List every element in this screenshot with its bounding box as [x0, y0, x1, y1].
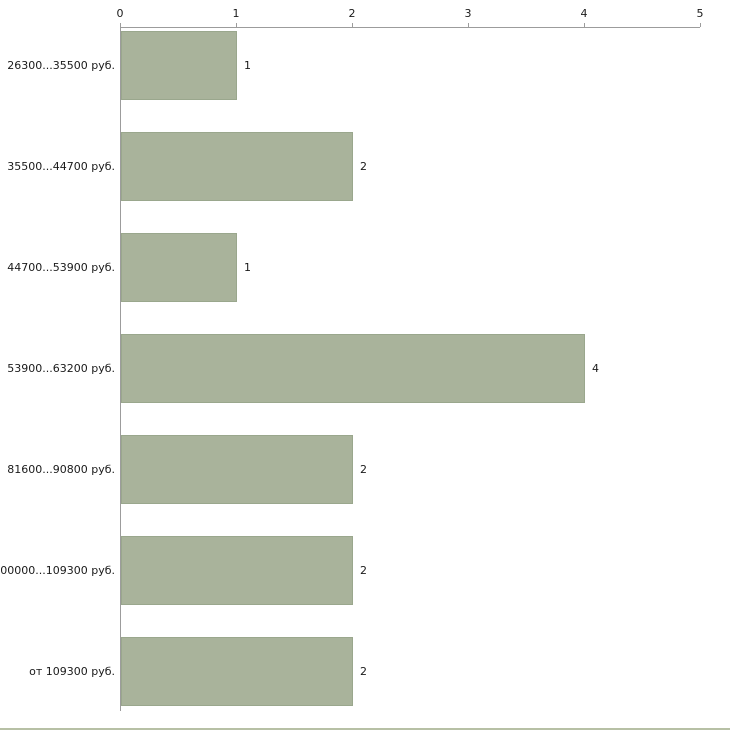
x-tick-mark: [468, 23, 469, 27]
x-axis: 0 1 2 3 4 5: [116, 0, 704, 27]
bar-track: 2: [120, 431, 700, 532]
value-label: 2: [360, 160, 367, 173]
value-label: 4: [592, 362, 599, 375]
x-tick-mark: [120, 23, 121, 27]
category-label: 26300...35500 руб.: [7, 59, 115, 72]
category-label: 81600...90800 руб.: [7, 463, 115, 476]
category-label: 44700...53900 руб.: [7, 261, 115, 274]
bar[interactable]: [121, 334, 585, 403]
x-tick-label: 4: [580, 7, 588, 20]
category-label: 35500...44700 руб.: [7, 160, 115, 173]
x-tick-mark: [584, 23, 585, 27]
bar-row: 44700...53900 руб. 1: [0, 229, 730, 330]
bar-track: 2: [120, 633, 700, 734]
x-tick-mark: [352, 23, 353, 27]
bar[interactable]: [121, 233, 237, 302]
bar-track: 2: [120, 532, 700, 633]
bar-row: 26300...35500 руб. 1: [0, 27, 730, 128]
bar[interactable]: [121, 31, 237, 100]
bar[interactable]: [121, 132, 353, 201]
bar[interactable]: [121, 435, 353, 504]
value-label: 1: [244, 261, 251, 274]
bar[interactable]: [121, 637, 353, 706]
x-tick-label: 2: [348, 7, 356, 20]
x-tick-label: 0: [116, 7, 124, 20]
value-label: 2: [360, 665, 367, 678]
bar-track: 1: [120, 27, 700, 128]
x-tick-mark: [236, 23, 237, 27]
category-label: 53900...63200 руб.: [7, 362, 115, 375]
bar-track: 4: [120, 330, 700, 431]
x-tick-mark: [700, 23, 701, 27]
category-label: от 109300 руб.: [29, 665, 115, 678]
bar-track: 1: [120, 229, 700, 330]
x-tick-label: 5: [696, 7, 704, 20]
category-label: 100000...109300 руб.: [0, 564, 115, 577]
chart-bottom-edge: [0, 728, 730, 730]
bar[interactable]: [121, 536, 353, 605]
bar-track: 2: [120, 128, 700, 229]
bar-row: 53900...63200 руб. 4: [0, 330, 730, 431]
bar-rows: 26300...35500 руб. 1 35500...44700 руб. 2 44…: [0, 27, 730, 734]
bar-row: 35500...44700 руб. 2: [0, 128, 730, 229]
x-tick-label: 3: [464, 7, 472, 20]
x-tick-label: 1: [232, 7, 240, 20]
value-label: 1: [244, 59, 251, 72]
value-label: 2: [360, 463, 367, 476]
value-label: 2: [360, 564, 367, 577]
bar-row: 81600...90800 руб. 2: [0, 431, 730, 532]
bar-row: 100000...109300 руб. 2: [0, 532, 730, 633]
bar-row: от 109300 руб. 2: [0, 633, 730, 734]
